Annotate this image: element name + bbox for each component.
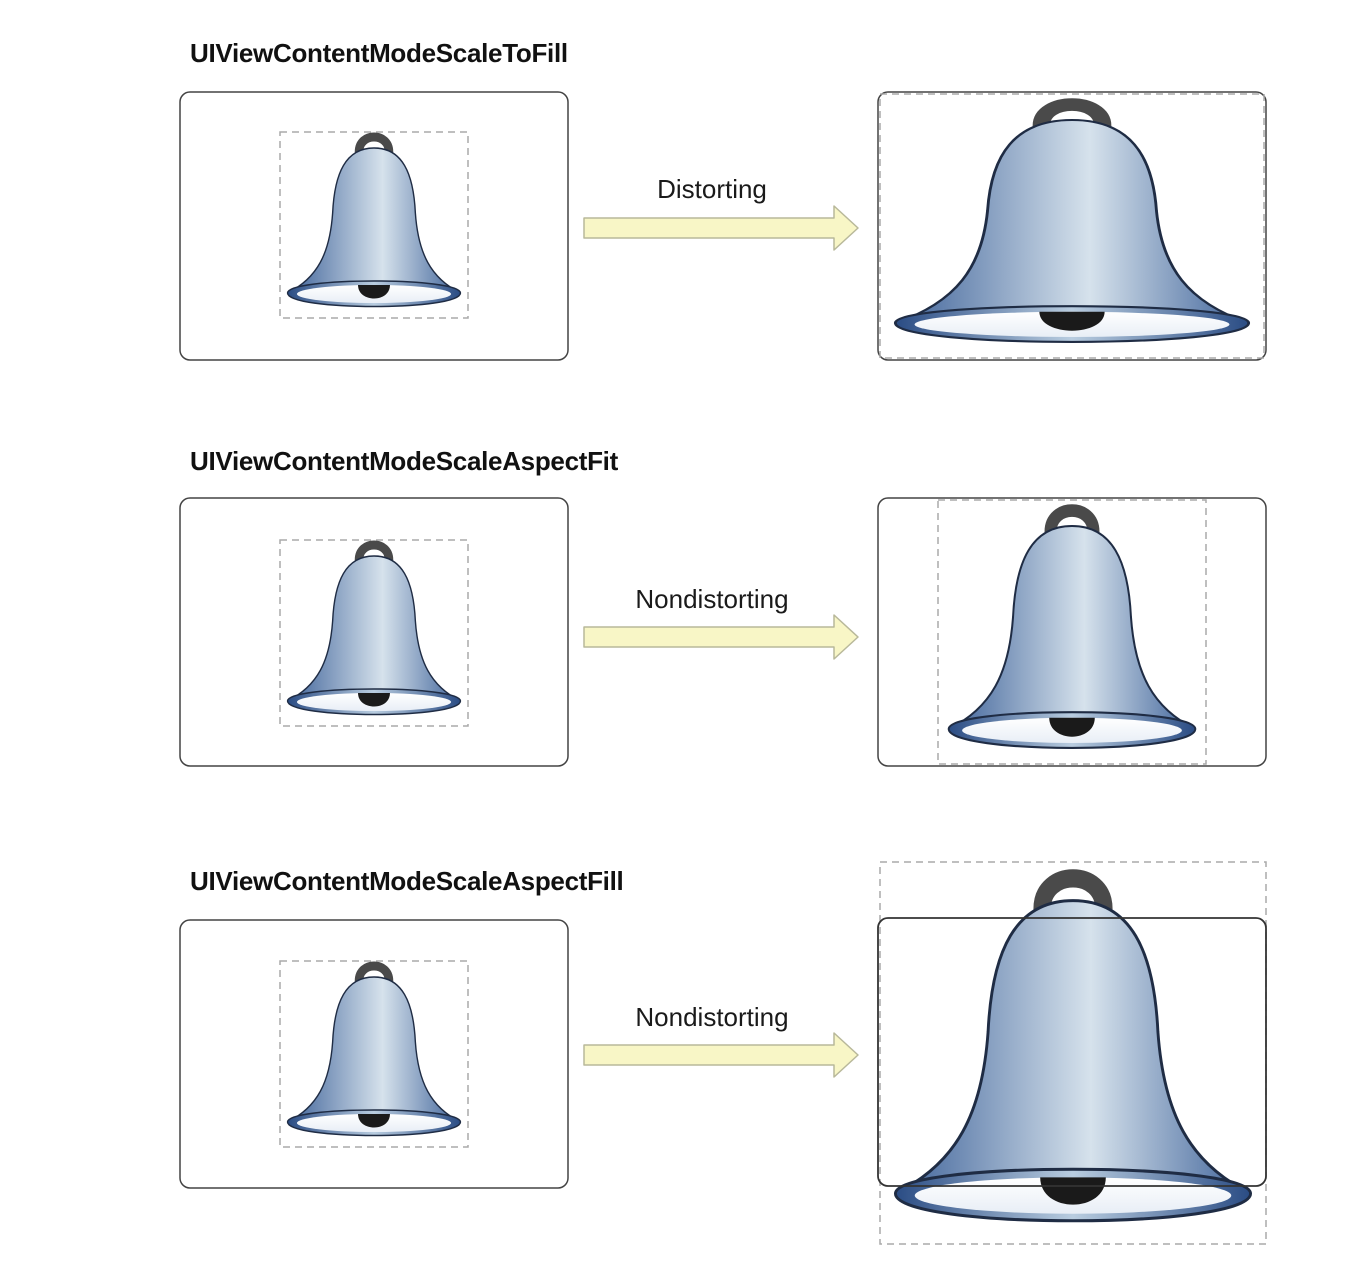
image-bounds-result-1: [879, 93, 1265, 359]
arrow-right-icon: [583, 1032, 859, 1078]
arrow-label-nondistorting-fill: Nondistorting: [635, 1002, 789, 1032]
title-scale-aspect-fit: UIViewContentModeScaleAspectFit: [190, 446, 618, 476]
arrow-label-distorting: Distorting: [657, 174, 767, 204]
title-scale-to-fill: UIViewContentModeScaleToFill: [190, 38, 568, 68]
arrow-label-nondistorting-fit: Nondistorting: [635, 584, 789, 614]
image-bounds-source-1: [279, 131, 469, 319]
image-bounds-source-2: [279, 539, 469, 727]
image-bounds-result-2: [937, 499, 1207, 765]
title-scale-aspect-fill: UIViewContentModeScaleAspectFill: [190, 866, 624, 896]
arrow-right-icon: [583, 205, 859, 251]
result-frame-scale-aspect-fill: [877, 917, 1267, 1187]
bell-icon: [895, 878, 1250, 1220]
image-bounds-source-3: [279, 960, 469, 1148]
arrow-right-icon: [583, 614, 859, 660]
